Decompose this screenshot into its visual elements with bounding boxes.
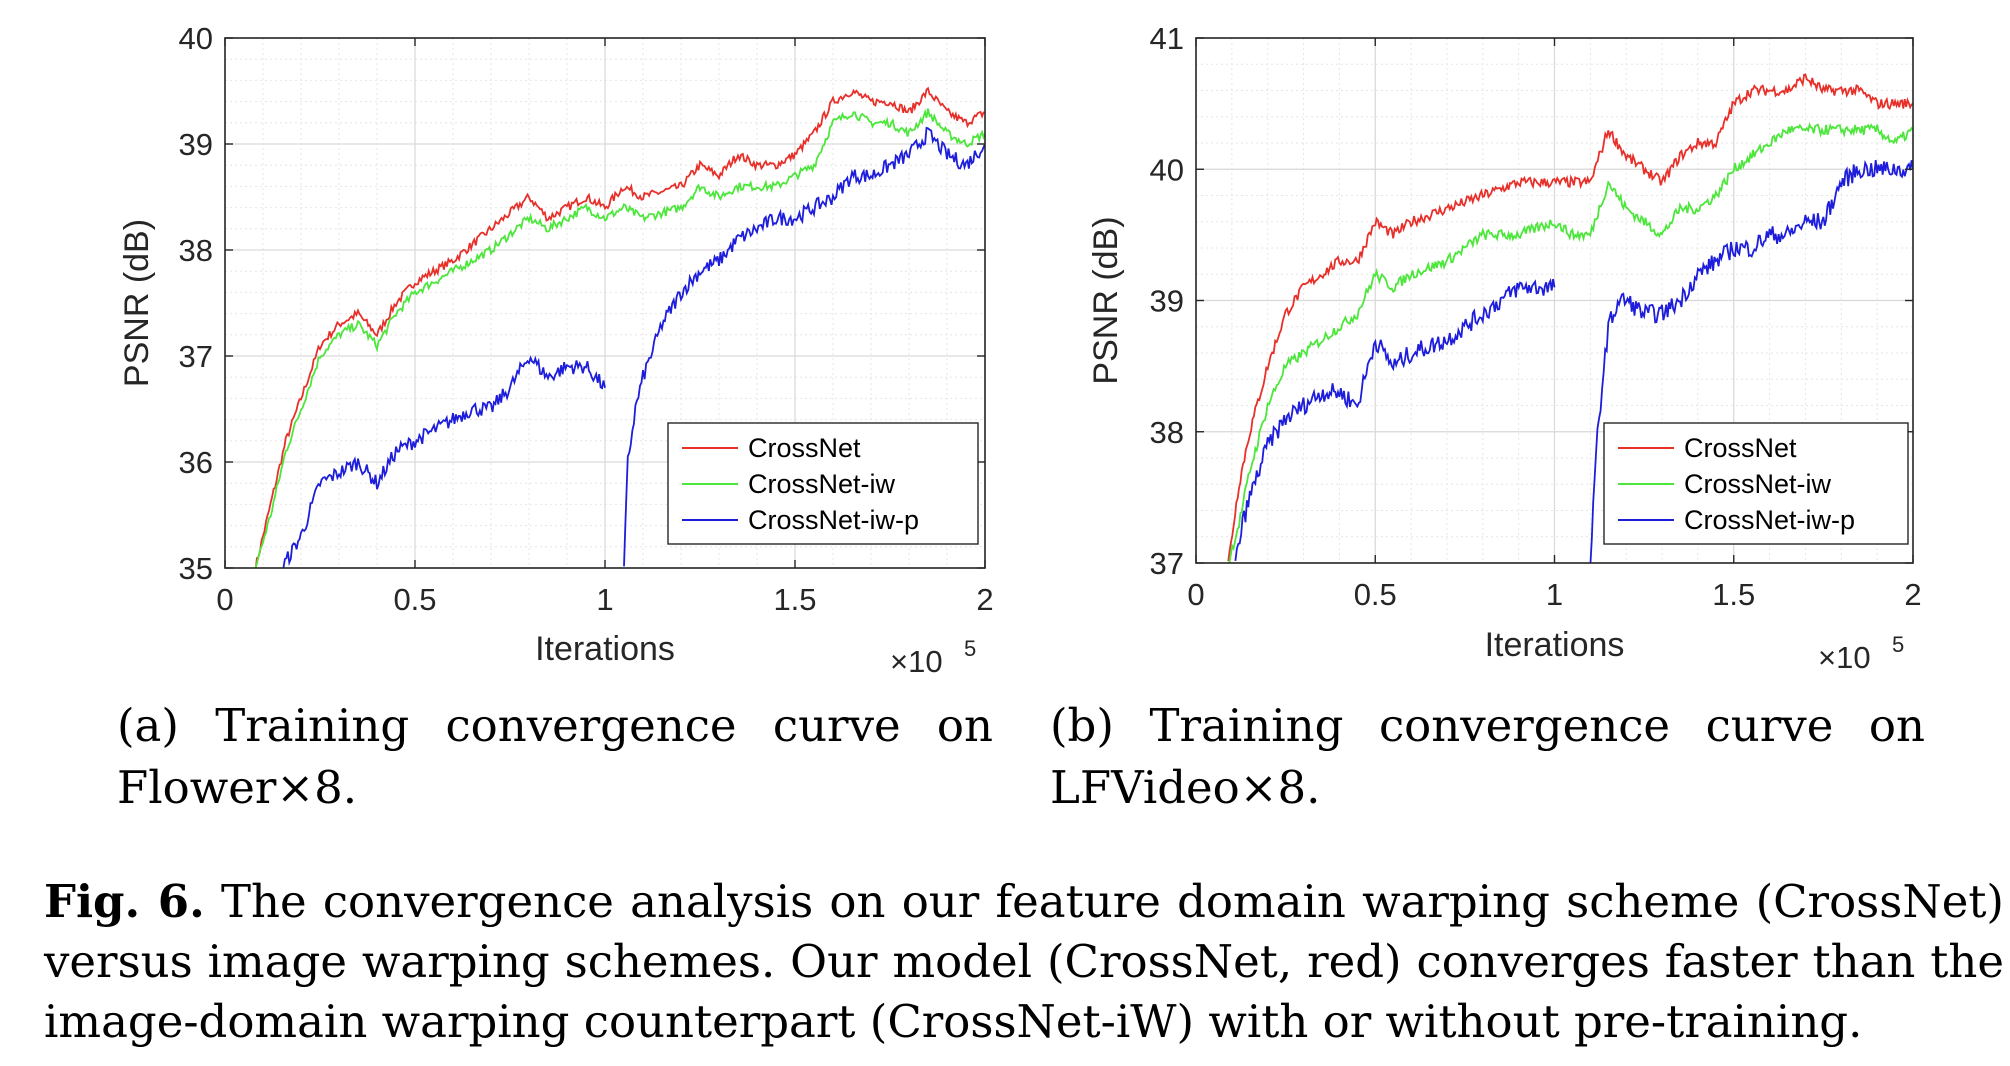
x-tick-label: 2: [976, 582, 993, 617]
figure-caption: Fig. 6. The convergence analysis on our …: [44, 872, 2004, 1052]
legend-label: CrossNet: [1684, 433, 1797, 463]
caption-text: The convergence analysis on our feature …: [44, 875, 2004, 1048]
x-tick-label: 1.5: [1712, 577, 1755, 612]
series-group: [1227, 73, 1913, 563]
x-tick-label: 0: [1187, 577, 1204, 612]
legend-label: CrossNet-iw-p: [1684, 505, 1855, 535]
chart-a: 0 0.5 1 1.5 2 35 36 37 38 39 40 Iterations PSNR (dB)…: [118, 21, 994, 679]
y-tick-label: 36: [179, 445, 213, 480]
legend-label: CrossNet-iw-p: [748, 505, 919, 535]
y-tick-label: 37: [179, 339, 213, 374]
series-line-crossnet-iw: [1227, 122, 1913, 563]
x-multiplier: ×10: [1818, 640, 1871, 675]
subcaption-b: (b) Training convergence curve on LFVide…: [1050, 699, 1925, 814]
series-line-crossnet-iw: [254, 108, 985, 568]
x-tick-label: 1: [1546, 577, 1563, 612]
y-tick-label: 35: [179, 551, 213, 586]
x-tick-label: 0.5: [393, 582, 436, 617]
x-tick-label: 1: [596, 582, 613, 617]
x-axis-label: Iterations: [535, 630, 675, 668]
x-axis-label: Iterations: [1485, 626, 1625, 664]
series-line-crossnet-iw-p-segment-2: [1589, 159, 1913, 563]
y-tick-label: 39: [1150, 284, 1184, 319]
legend-label: CrossNet-iw: [748, 469, 896, 499]
x-multiplier: ×10: [890, 644, 943, 679]
legend: CrossNet CrossNet-iw CrossNet-iw-p: [1603, 422, 1909, 545]
legend-label: CrossNet-iw: [1684, 469, 1832, 499]
caption-label: Fig. 6.: [44, 875, 205, 928]
y-tick-label: 37: [1150, 546, 1184, 581]
y-tick-label: 40: [1150, 152, 1184, 187]
series-line-crossnet: [1227, 73, 1913, 562]
y-tick-label: 38: [179, 233, 213, 268]
y-tick-label: 41: [1150, 21, 1184, 56]
series-line-crossnet-iw-p-segment-1: [281, 355, 606, 568]
chart-b: 0 0.5 1 1.5 2 37 38 39 40 41 Iterations PSNR (dB) ×1…: [1087, 21, 1922, 675]
legend: CrossNet CrossNet-iw CrossNet-iw-p: [667, 422, 979, 545]
x-tick-label: 1.5: [773, 582, 816, 617]
y-axis-label: PSNR (dB): [1087, 216, 1125, 384]
x-multiplier-exponent: 5: [1892, 632, 1904, 657]
y-tick-label: 39: [179, 127, 213, 162]
subcaption-a: (a) Training convergence curve on Flower…: [117, 699, 993, 814]
x-multiplier-exponent: 5: [964, 636, 976, 661]
series-line-crossnet: [254, 86, 985, 568]
y-tick-label: 40: [179, 21, 213, 56]
y-tick-label: 38: [1150, 415, 1184, 450]
series-line-crossnet-iw-p-segment-1: [1234, 277, 1556, 562]
x-tick-label: 2: [1904, 577, 1921, 612]
x-tick-label: 0: [216, 582, 233, 617]
series-line-crossnet-iw-p-segment-2: [623, 126, 985, 567]
series-group: [254, 86, 985, 568]
x-tick-label: 0.5: [1354, 577, 1397, 612]
legend-label: CrossNet: [748, 433, 861, 463]
y-axis-label: PSNR (dB): [118, 219, 156, 387]
